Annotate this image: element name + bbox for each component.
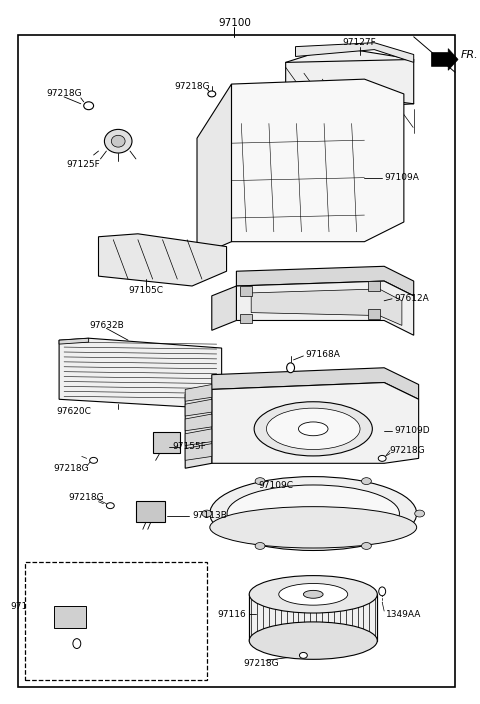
Ellipse shape <box>208 91 216 97</box>
Ellipse shape <box>249 576 377 613</box>
Polygon shape <box>59 338 89 344</box>
Ellipse shape <box>107 503 114 508</box>
Ellipse shape <box>255 543 265 549</box>
Ellipse shape <box>279 584 348 605</box>
Text: 97168A: 97168A <box>305 351 340 360</box>
Polygon shape <box>59 338 222 407</box>
Ellipse shape <box>361 543 372 549</box>
Ellipse shape <box>303 591 323 598</box>
Ellipse shape <box>379 587 385 596</box>
Polygon shape <box>185 444 212 460</box>
Ellipse shape <box>361 478 372 484</box>
Polygon shape <box>185 429 212 446</box>
Text: 97632B: 97632B <box>89 321 124 330</box>
Ellipse shape <box>210 507 417 548</box>
Ellipse shape <box>287 363 295 372</box>
Bar <box>136 501 166 522</box>
Bar <box>369 281 380 291</box>
Bar <box>249 594 377 641</box>
Bar <box>369 308 380 318</box>
Polygon shape <box>197 84 231 256</box>
Text: 97127F: 97127F <box>343 38 376 47</box>
Text: 97105C: 97105C <box>128 287 163 296</box>
Polygon shape <box>212 382 419 463</box>
Text: 97125F: 97125F <box>67 161 101 170</box>
Ellipse shape <box>84 102 94 110</box>
Text: 97218G: 97218G <box>69 494 105 502</box>
Ellipse shape <box>266 408 360 450</box>
Polygon shape <box>286 46 414 112</box>
Ellipse shape <box>202 510 212 517</box>
Text: 97109D: 97109D <box>394 427 430 435</box>
Text: 97109A: 97109A <box>384 173 419 182</box>
Text: 97116: 97116 <box>217 610 246 619</box>
Bar <box>54 606 86 628</box>
Bar <box>240 286 252 296</box>
Text: 97218G: 97218G <box>174 82 210 91</box>
Polygon shape <box>237 266 414 296</box>
Polygon shape <box>212 286 237 330</box>
Text: 97176E: 97176E <box>10 602 44 610</box>
Polygon shape <box>185 389 212 468</box>
Text: 97612A: 97612A <box>394 294 429 303</box>
Ellipse shape <box>299 422 328 436</box>
Ellipse shape <box>105 130 132 153</box>
Bar <box>153 432 180 453</box>
Bar <box>240 313 252 323</box>
Text: (W/DUAL FULL AUTO: (W/DUAL FULL AUTO <box>73 562 159 571</box>
Ellipse shape <box>227 485 399 542</box>
Ellipse shape <box>300 653 307 658</box>
Text: 97113B: 97113B <box>192 511 227 520</box>
Bar <box>24 562 207 680</box>
Polygon shape <box>432 49 458 70</box>
Text: 97218G: 97218G <box>243 659 279 668</box>
Text: 97218G: 97218G <box>389 446 425 455</box>
Ellipse shape <box>254 402 372 456</box>
Polygon shape <box>251 289 402 325</box>
Text: 97664A: 97664A <box>66 651 101 660</box>
Text: 97109C: 97109C <box>258 482 293 491</box>
Polygon shape <box>296 43 414 63</box>
Ellipse shape <box>111 135 125 147</box>
Ellipse shape <box>255 478 265 484</box>
Text: FR.: FR. <box>461 49 479 60</box>
Polygon shape <box>185 399 212 416</box>
Text: 97218G: 97218G <box>46 89 82 99</box>
Ellipse shape <box>378 455 386 461</box>
Text: 97218G: 97218G <box>53 464 89 472</box>
Text: 97620C: 97620C <box>57 407 91 415</box>
Ellipse shape <box>415 510 424 517</box>
Polygon shape <box>237 281 414 335</box>
Bar <box>249 594 377 641</box>
Ellipse shape <box>249 622 377 660</box>
Polygon shape <box>212 367 419 399</box>
Text: 97100: 97100 <box>218 18 251 28</box>
Polygon shape <box>98 234 227 286</box>
Text: 97155F: 97155F <box>172 442 206 451</box>
Polygon shape <box>231 79 404 241</box>
Polygon shape <box>185 384 212 401</box>
Text: AIR CON): AIR CON) <box>97 575 136 584</box>
Polygon shape <box>185 414 212 431</box>
Ellipse shape <box>210 477 417 551</box>
Ellipse shape <box>73 639 81 648</box>
Text: 1349AA: 1349AA <box>386 610 421 619</box>
Ellipse shape <box>90 458 97 463</box>
